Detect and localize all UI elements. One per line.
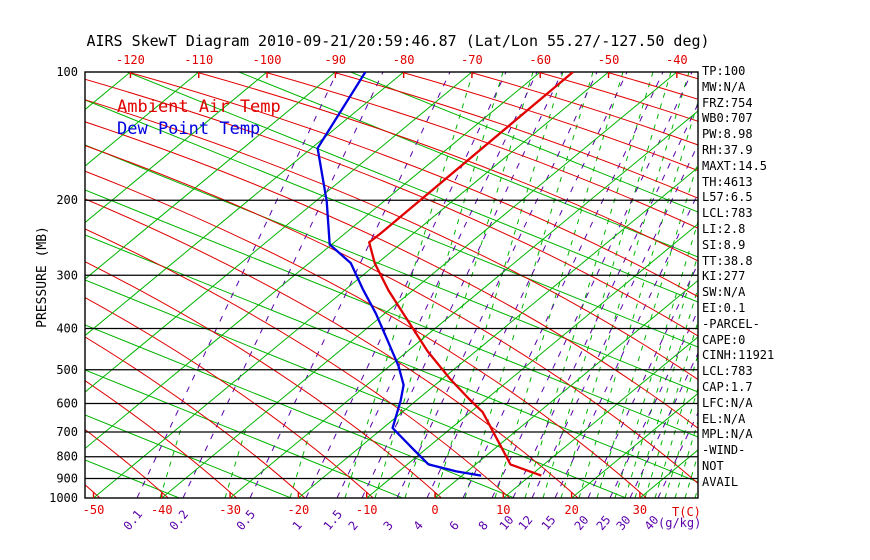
parameter-item: SI:8.9 <box>702 237 746 252</box>
pressure-axis-labels: 100 200 300 400 500 600 700 800 900 1000 PRESSURE … <box>35 65 78 505</box>
legend: Ambient Air Temp Dew Point Temp <box>117 96 281 140</box>
svg-text:-20: -20 <box>288 503 310 517</box>
parameter-item: EL:N/A <box>702 411 746 426</box>
mixing-ratio-lines <box>136 72 698 498</box>
parameter-item: L57:6.5 <box>702 190 753 205</box>
svg-text:-10: -10 <box>356 503 378 517</box>
parameter-item: -PARCEL- <box>702 316 760 331</box>
svg-text:12: 12 <box>516 513 536 533</box>
svg-text:8: 8 <box>476 518 491 533</box>
sounding-traces <box>316 72 574 477</box>
svg-text:6: 6 <box>447 518 462 533</box>
svg-text:800: 800 <box>56 450 78 464</box>
parameter-item: MW:N/A <box>702 79 746 94</box>
parameter-item: WB0:707 <box>702 111 753 126</box>
svg-text:-90: -90 <box>324 53 346 67</box>
svg-text:-80: -80 <box>393 53 415 67</box>
svg-text:1000: 1000 <box>49 491 78 505</box>
svg-text:3: 3 <box>381 518 396 533</box>
ambient-air-temp-trace <box>368 72 574 477</box>
parameter-item: LI:2.8 <box>702 221 746 236</box>
svg-text:100: 100 <box>56 65 78 79</box>
legend-dew-point-temp: Dew Point Temp <box>117 119 261 139</box>
svg-text:600: 600 <box>56 396 78 410</box>
bottom-temp-axis-labels: -50 -40 -30 -20 -10 0 10 20 30 T(C) <box>83 492 701 519</box>
svg-text:1.5: 1.5 <box>321 507 346 533</box>
svg-text:0.1: 0.1 <box>121 507 146 533</box>
parameter-item: EI:0.1 <box>702 300 746 315</box>
parameter-item: SW:N/A <box>702 285 746 300</box>
parameter-item: TT:38.8 <box>702 253 753 268</box>
svg-text:15: 15 <box>539 513 559 533</box>
top-temp-axis-labels: -120 -110 -100 -90 -80 -70 -60 -50 -40 <box>116 53 688 78</box>
svg-text:-50: -50 <box>598 53 620 67</box>
parameter-item: PW:8.98 <box>702 127 753 142</box>
svg-text:-40: -40 <box>151 503 173 517</box>
parameter-item: RH:37.9 <box>702 142 753 157</box>
parameter-item: CINH:11921 <box>702 348 775 363</box>
plot-frame <box>84 71 699 499</box>
svg-text:PRESSURE (MB): PRESSURE (MB) <box>35 226 50 328</box>
svg-text:700: 700 <box>56 425 78 439</box>
parameter-list: TP:100 MW:N/A FRZ:754 WB0:707 PW:8.98 RH:37.9… <box>702 64 774 491</box>
parameter-item: LCL:783 <box>702 364 753 379</box>
dry-adiabat-lines <box>85 72 698 498</box>
svg-text:-50: -50 <box>83 503 105 517</box>
parameter-item: TP:100 <box>702 64 746 78</box>
svg-text:300: 300 <box>56 268 78 282</box>
parameter-item: NOT <box>702 458 724 473</box>
svg-text:900: 900 <box>56 472 78 486</box>
svg-text:0: 0 <box>431 503 438 517</box>
svg-text:25: 25 <box>594 513 614 533</box>
legend-ambient-air-temp: Ambient Air Temp <box>117 97 281 117</box>
svg-text:1: 1 <box>290 518 305 533</box>
svg-text:-100: -100 <box>253 53 282 67</box>
parameter-item: LFC:N/A <box>702 395 753 410</box>
svg-text:-60: -60 <box>529 53 551 67</box>
chart-title: AIRS SkewT Diagram 2010-09-21/20:59:46.8… <box>86 32 710 50</box>
isotherm-lines <box>85 72 698 498</box>
svg-text:20: 20 <box>564 503 578 517</box>
svg-text:30: 30 <box>614 513 634 533</box>
svg-text:(g/kg): (g/kg) <box>658 516 701 530</box>
svg-text:-70: -70 <box>461 53 483 67</box>
dew-point-temp-trace <box>316 72 482 477</box>
svg-text:-110: -110 <box>184 53 213 67</box>
svg-text:200: 200 <box>56 193 78 207</box>
svg-text:4: 4 <box>411 518 426 533</box>
parameter-item: MAXT:14.5 <box>702 158 768 173</box>
parameter-item: LCL:783 <box>702 206 753 221</box>
svg-text:-30: -30 <box>219 503 241 517</box>
svg-text:-40: -40 <box>666 53 688 67</box>
parameter-item: FRZ:754 <box>702 95 753 110</box>
parameter-item: TH:4613 <box>702 174 753 189</box>
parameter-item: MPL:N/A <box>702 427 753 442</box>
parameter-item: AVAIL <box>702 474 739 489</box>
parameter-item: CAP:1.7 <box>702 379 753 394</box>
svg-text:400: 400 <box>56 321 78 335</box>
svg-text:30: 30 <box>633 503 647 517</box>
moist-adiabat-lines <box>85 72 698 498</box>
svg-text:-120: -120 <box>116 53 145 67</box>
parameter-item: -WIND- <box>702 443 746 458</box>
svg-text:2: 2 <box>346 518 361 533</box>
parameter-item: KI:277 <box>702 269 746 284</box>
svg-text:500: 500 <box>56 363 78 377</box>
parameter-item: CAPE:0 <box>702 332 746 347</box>
pressure-lines <box>85 199 698 480</box>
svg-text:T(C): T(C) <box>672 505 701 519</box>
svg-text:10: 10 <box>496 503 510 517</box>
